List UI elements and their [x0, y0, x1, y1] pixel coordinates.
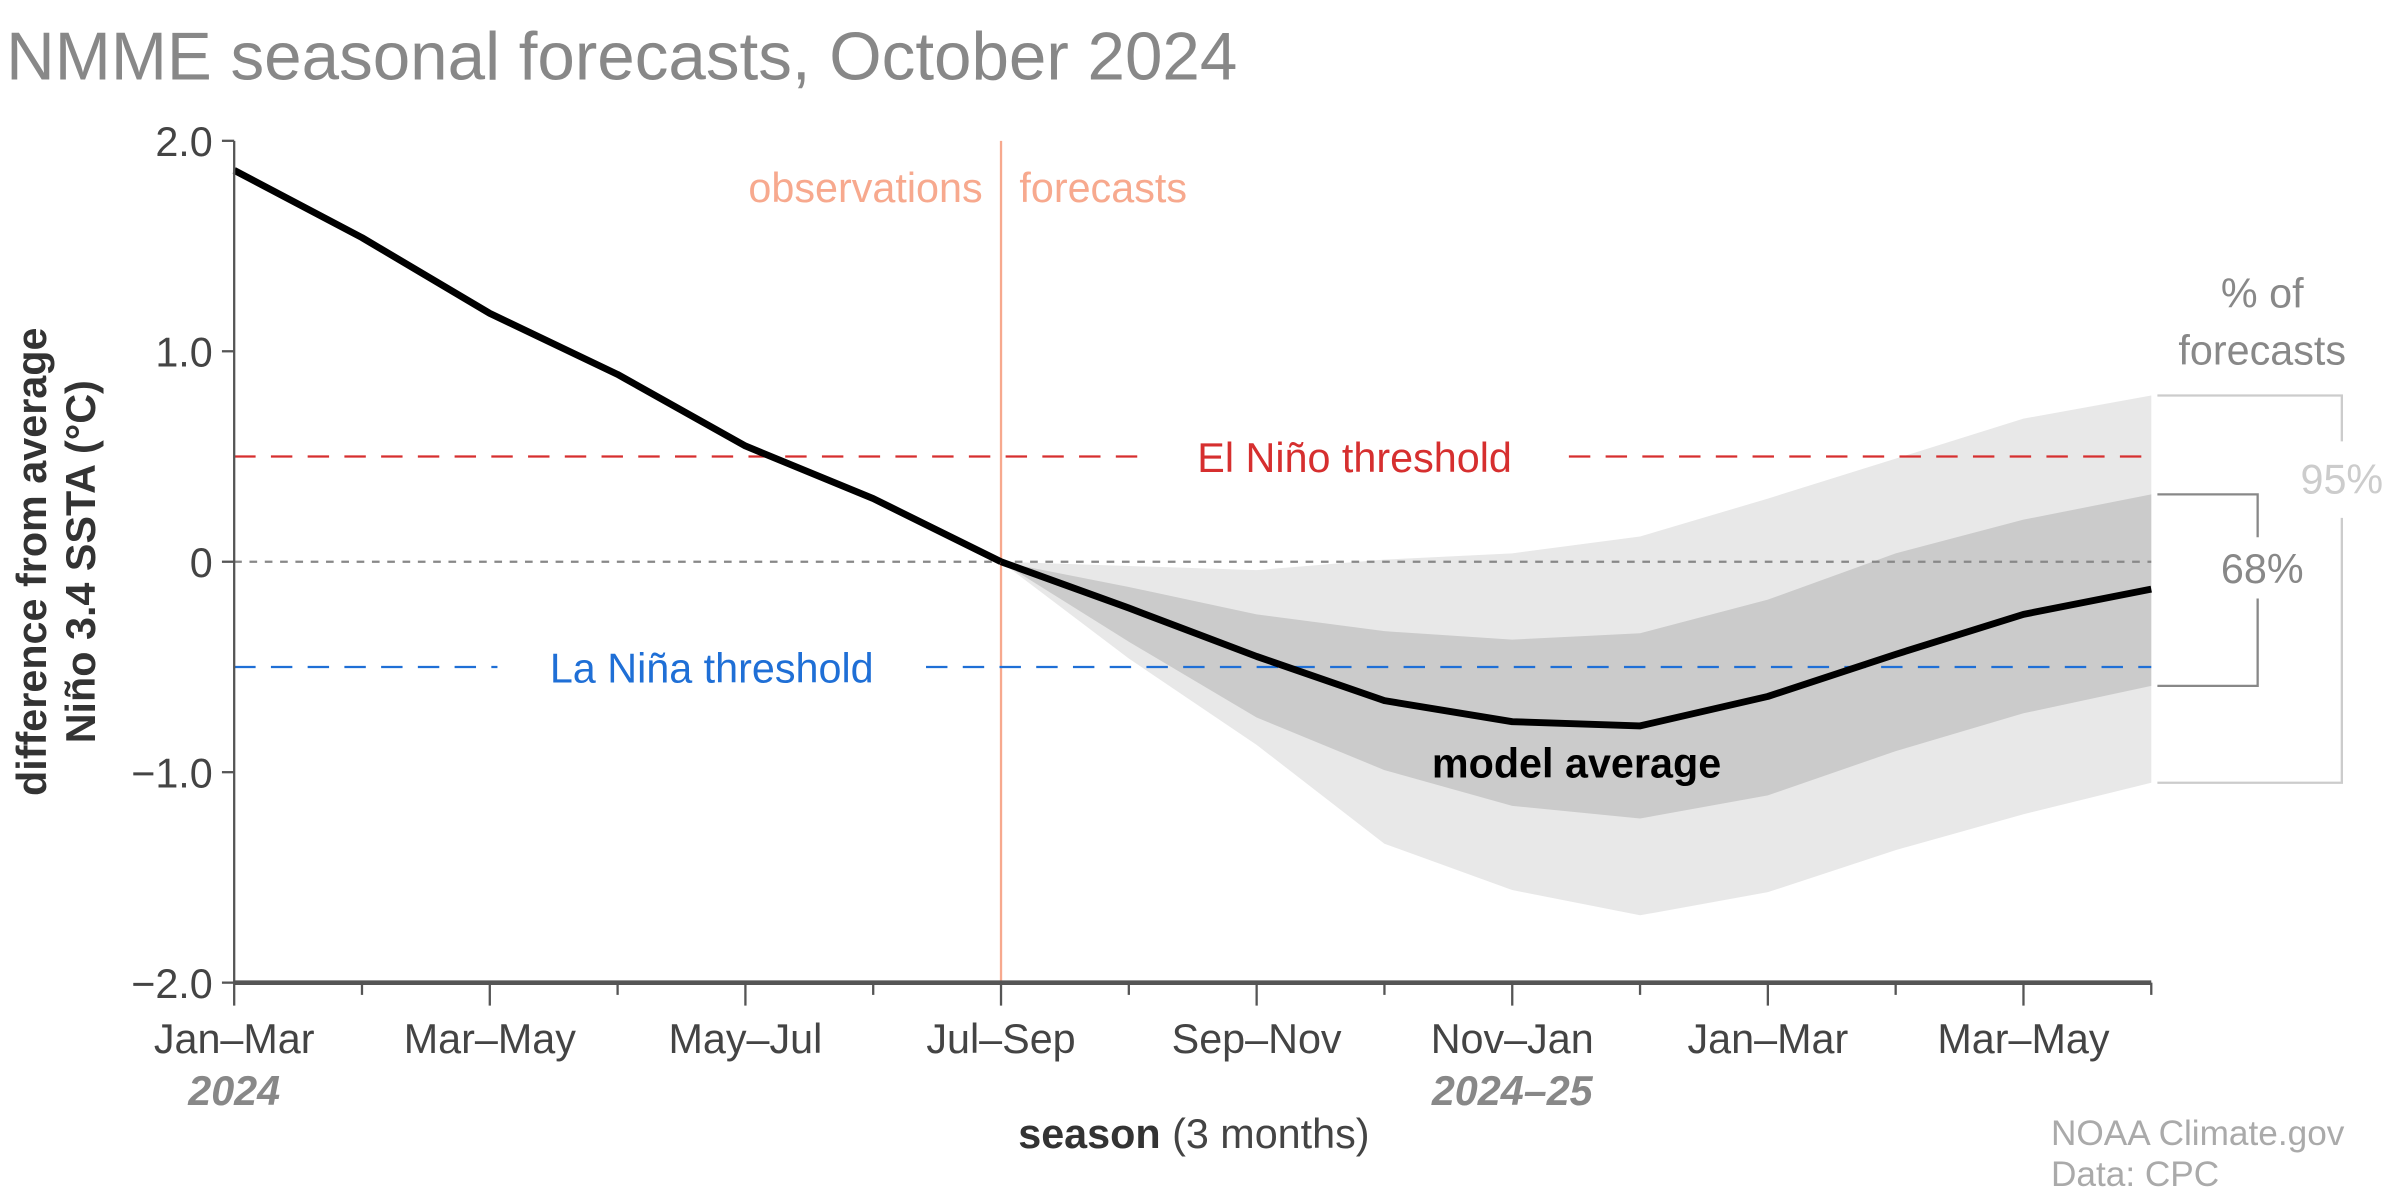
x-axis-label-bold: season	[1018, 1111, 1160, 1157]
x-tick-label: May–Jul	[668, 1016, 822, 1062]
x-tick-label: Nov–Jan	[1431, 1016, 1594, 1062]
model-average-line	[999, 558, 2152, 730]
y-tick-label: 0	[190, 540, 213, 586]
model-average-label: model average	[1432, 741, 1721, 787]
y-tick-label: −1.0	[131, 751, 213, 797]
band-68-label: 68%	[2221, 546, 2304, 592]
bracket-68-bottom	[2157, 598, 2259, 688]
plot-area: observations forecasts El Niño threshold La…	[131, 119, 2383, 1114]
x-axis-label: season (3 months)	[1018, 1111, 1369, 1157]
y-axis-label-line1: difference from average	[9, 328, 55, 796]
x-tick-label: Jan–Mar	[1687, 1016, 1848, 1062]
x-tick-label: Mar–May	[1937, 1016, 2110, 1062]
el-nino-threshold-label: El Niño threshold	[1197, 435, 1512, 481]
band-68-percent	[1001, 494, 2152, 819]
legend-title-line1: % of	[2221, 271, 2304, 317]
bracket-95-bottom	[2157, 517, 2343, 784]
x-tick-label: Mar–May	[404, 1016, 577, 1062]
y-tick-label: 2.0	[155, 119, 212, 165]
x-tick-label: Sep–Nov	[1172, 1016, 1342, 1062]
bracket-95-top	[2157, 394, 2343, 442]
la-nina-threshold-label: La Niña threshold	[550, 645, 874, 691]
observations-line	[232, 167, 1003, 565]
credit-line1: NOAA Climate.gov	[2051, 1114, 2345, 1153]
legend-title-line2: forecasts	[2178, 327, 2346, 373]
y-axis-label-line2: Niño 3.4 SSTA (°C)	[58, 380, 104, 743]
y-tick-label: 1.0	[155, 330, 212, 376]
observations-label: observations	[748, 165, 982, 211]
x-tick-label: Jan–Mar	[154, 1016, 315, 1062]
bracket-68-top	[2157, 493, 2259, 538]
y-tick-label: −2.0	[131, 961, 213, 1007]
x-axis-label-rest: (3 months)	[1172, 1111, 1369, 1157]
band-95-label: 95%	[2300, 456, 2383, 502]
credit-line2: Data: CPC	[2051, 1155, 2219, 1194]
year-label: 2024–25	[1431, 1068, 1594, 1114]
chart-title: NMME seasonal forecasts, October 2024	[6, 20, 1237, 95]
x-tick-label: Jul–Sep	[926, 1016, 1075, 1062]
forecasts-label: forecasts	[1019, 165, 1187, 211]
year-label: 2024	[187, 1068, 280, 1114]
